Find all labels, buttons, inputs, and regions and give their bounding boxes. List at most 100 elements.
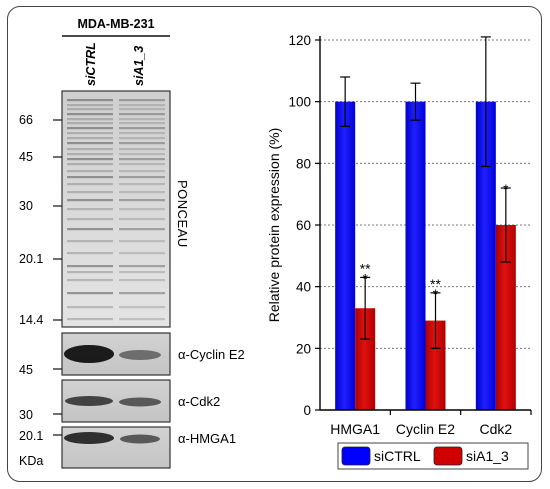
ponceau-band — [119, 265, 165, 268]
ponceau-band — [67, 99, 113, 102]
ponceau-band — [67, 108, 113, 111]
cdk2-band-sictrl — [65, 396, 113, 406]
ponceau-band — [119, 240, 165, 243]
ponceau-band — [67, 132, 113, 135]
ponceau-band — [119, 142, 165, 145]
ponceau-band — [67, 271, 113, 274]
lane-label-sictrl: siCTRL — [84, 42, 98, 86]
hmga1-band-sictrl — [64, 432, 114, 444]
ponceau-band — [119, 118, 165, 121]
cyclin-e2-strip-label: α-Cyclin E2 — [178, 347, 245, 362]
ponceau-band — [67, 183, 113, 186]
axes — [315, 36, 532, 415]
bar-sia1-3 — [495, 225, 516, 410]
bar-sictrl — [405, 101, 426, 411]
ponceau-band — [119, 218, 165, 221]
lower-marker-20-1: 20.1 — [19, 429, 43, 443]
ponceau-band — [119, 153, 165, 156]
ponceau-band — [119, 158, 165, 161]
cdk2-strip-label: α-Cdk2 — [178, 394, 220, 409]
ponceau-band — [67, 170, 113, 173]
ponceau-band — [119, 122, 165, 125]
mw-marker-45: 45 — [19, 150, 33, 164]
hmga1-band-sia1-3 — [120, 434, 160, 444]
x-tick-label: Cyclin E2 — [396, 421, 455, 437]
y-tick-label: 20 — [296, 341, 311, 356]
lower-marker-30: 30 — [19, 408, 33, 422]
ponceau-band — [119, 279, 165, 282]
ponceau-band — [119, 292, 165, 295]
western-blot-panel: MDA-MB-231 siCTRL siA1_3 66 45 30 20.1 1… — [19, 17, 245, 469]
ponceau-band — [119, 199, 165, 202]
ponceau-band — [67, 191, 113, 194]
y-tick-label: 120 — [288, 33, 311, 48]
ponceau-band — [67, 306, 113, 309]
significance-mark: * — [433, 286, 439, 302]
lane-label-sia1-3: siA1_3 — [132, 46, 146, 86]
ponceau-band — [119, 252, 165, 255]
ponceau-band — [119, 113, 165, 116]
ponceau-band — [119, 104, 165, 107]
ponceau-band — [119, 148, 165, 151]
ponceau-band — [67, 122, 113, 125]
y-tick-label: 0 — [303, 403, 311, 418]
legend-label: siA1_3 — [466, 448, 509, 464]
legend: siCTRL siA1_3 — [337, 442, 529, 470]
significance-mark: ** — [360, 260, 371, 276]
ponceau-band — [119, 137, 165, 140]
significance-mark: * — [503, 181, 509, 197]
bar-sictrl — [335, 101, 356, 411]
legend-swatch — [433, 446, 463, 466]
ponceau-band — [67, 148, 113, 151]
mw-marker-20-1: 20.1 — [19, 252, 43, 266]
x-tick-labels: HMGA1 Cyclin E2 Cdk2 — [330, 421, 512, 437]
mw-marker-14-4: 14.4 — [19, 313, 43, 327]
bar-sictrl — [475, 101, 496, 411]
ponceau-band — [67, 158, 113, 161]
ponceau-band — [119, 176, 165, 179]
ponceau-band — [67, 228, 113, 231]
ponceau-band — [67, 142, 113, 145]
ponceau-membrane — [61, 90, 171, 328]
y-tick-labels: 0 20 40 60 80 100 120 — [288, 33, 311, 418]
y-axis-label: Relative protein expression (%) — [266, 128, 282, 323]
cell-line-label: MDA-MB-231 — [77, 17, 154, 31]
ponceau-band — [119, 132, 165, 135]
ponceau-band — [67, 279, 113, 282]
ponceau-band — [67, 113, 113, 116]
ponceau-band — [67, 292, 113, 295]
ponceau-band — [119, 228, 165, 231]
ponceau-band — [67, 199, 113, 202]
cyclin-e2-band-sictrl — [64, 345, 114, 363]
ponceau-band — [67, 127, 113, 130]
significance-marks: *** **** — [360, 181, 509, 302]
mw-marker-30: 30 — [19, 199, 33, 213]
ponceau-band — [119, 127, 165, 130]
cyclin-e2-band-sia1-3 — [119, 350, 161, 360]
legend-swatch — [341, 446, 371, 466]
ponceau-band — [67, 265, 113, 268]
ponceau-band — [67, 137, 113, 140]
x-tick-label: Cdk2 — [479, 421, 512, 437]
y-tick-label: 100 — [288, 95, 311, 110]
ponceau-band — [67, 153, 113, 156]
ponceau-band — [67, 163, 113, 166]
ponceau-band — [119, 183, 165, 186]
y-tick-label: 40 — [296, 280, 311, 295]
ponceau-label: PONCEAU — [175, 180, 190, 248]
ponceau-band — [67, 318, 113, 321]
ponceau-band — [119, 318, 165, 321]
lower-marker-45: 45 — [19, 363, 33, 377]
cdk2-band-sia1-3 — [119, 397, 161, 407]
ponceau-band — [67, 208, 113, 211]
ponceau-band — [67, 118, 113, 121]
legend-label: siCTRL — [374, 448, 421, 464]
hmga1-strip — [61, 426, 171, 469]
legend-box — [337, 442, 529, 470]
mw-marker-66: 66 — [19, 113, 33, 127]
significance-mark: * — [362, 270, 368, 286]
ponceau-band — [67, 176, 113, 179]
y-tick-label: 80 — [296, 156, 311, 171]
